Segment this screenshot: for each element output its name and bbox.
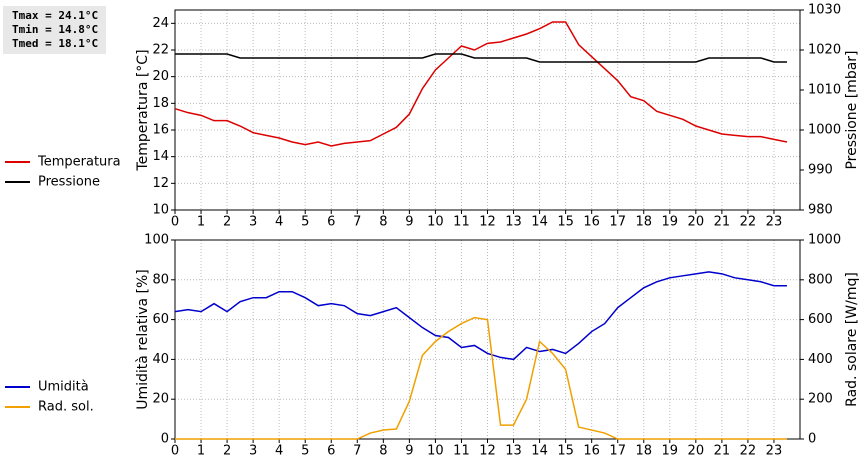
x-tick-label: 18 [635,444,652,459]
y2-tick-label: 0 [808,432,816,447]
x-tick-label: 15 [557,444,574,459]
legend-label: Temperatura [37,155,121,170]
x-tick-label: 1 [197,215,205,230]
x-tick-label: 22 [740,444,757,459]
y-tick-label: 60 [152,312,169,327]
x-tick-label: 2 [223,215,231,230]
x-tick-label: 5 [301,215,309,230]
y2-tick-label: 600 [808,312,833,327]
y2-tick-label: 1030 [808,3,841,18]
x-tick-label: 18 [635,215,652,230]
data-line [174,271,787,361]
x-tick-label: 0 [171,215,179,230]
x-tick-label: 20 [688,215,705,230]
y-tick-label: 20 [152,392,169,407]
x-tick-label: 16 [583,444,600,459]
x-tick-label: 13 [505,444,522,459]
x-tick-label: 3 [249,215,257,230]
x-tick-label: 17 [609,444,626,459]
x-tick-label: 15 [557,215,574,230]
x-tick-label: 23 [766,215,783,230]
x-tick-label: 4 [275,215,283,230]
x-tick-label: 20 [688,444,705,459]
y-tick-label: 16 [152,123,169,138]
y-axis-title: Umidità relativa [%] [135,269,151,410]
y-tick-label: 22 [152,43,169,58]
y-tick-label: 12 [152,176,169,191]
y2-tick-label: 980 [808,203,833,218]
x-tick-label: 1 [197,444,205,459]
legend-label: Rad. sol. [38,400,94,415]
y-tick-label: 18 [152,96,169,111]
x-tick-label: 12 [479,215,496,230]
x-tick-label: 9 [405,215,413,230]
x-tick-label: 16 [583,215,600,230]
x-tick-label: 7 [353,215,361,230]
plot-frame [174,9,801,211]
y-axis-title: Temperatura [°C] [135,49,151,171]
x-tick-label: 21 [714,444,731,459]
x-tick-label: 7 [353,444,361,459]
data-line [175,316,787,440]
x-tick-label: 2 [223,444,231,459]
x-tick-label: 10 [427,444,444,459]
x-tick-label: 12 [479,444,496,459]
y2-tick-label: 990 [808,163,833,178]
x-tick-label: 21 [714,215,731,230]
x-tick-label: 19 [662,215,679,230]
legend-label: Umidità [38,380,89,395]
stat: Tmin = 14.8°C [12,23,98,36]
y-tick-label: 40 [152,352,169,367]
x-tick-label: 14 [531,215,548,230]
x-tick-label: 6 [327,215,335,230]
x-tick-label: 11 [453,444,470,459]
y2-axis-title: Rad. solare [W/mq] [844,272,860,407]
y-tick-label: 14 [152,149,169,164]
x-tick-label: 9 [405,444,413,459]
y2-tick-label: 400 [808,352,833,367]
x-tick-label: 17 [609,215,626,230]
y-tick-label: 20 [152,69,169,84]
x-tick-label: 19 [662,444,679,459]
stats-box [3,6,106,54]
y-tick-label: 10 [152,203,169,218]
y-tick-label: 100 [144,233,169,248]
data-line [175,53,787,63]
y-tick-label: 80 [152,272,169,287]
x-tick-label: 0 [171,444,179,459]
y2-tick-label: 200 [808,392,833,407]
stat: Tmax = 24.1°C [12,9,98,22]
x-tick-label: 8 [379,444,387,459]
x-tick-label: 4 [275,444,283,459]
y2-tick-label: 1020 [808,43,841,58]
y-tick-label: 0 [161,432,169,447]
y-tick-label: 24 [152,16,169,31]
x-tick-label: 13 [505,215,522,230]
x-tick-label: 14 [531,444,548,459]
data-line [174,21,788,147]
y2-tick-label: 1000 [808,233,841,248]
plot-frame [174,239,801,440]
y2-tick-label: 800 [808,272,833,287]
x-tick-label: 23 [766,444,783,459]
stat: Tmed = 18.1°C [12,37,98,50]
x-tick-label: 6 [327,444,335,459]
x-tick-label: 5 [301,444,309,459]
y2-tick-label: 1000 [808,123,841,138]
x-tick-label: 11 [453,215,470,230]
y2-axis-title: Pressione [mbar] [844,50,860,169]
y2-tick-label: 1010 [808,83,841,98]
x-tick-label: 8 [379,215,387,230]
legend-label: Pressione [38,175,100,190]
x-tick-label: 22 [740,215,757,230]
x-tick-label: 3 [249,444,257,459]
x-tick-label: 10 [427,215,444,230]
